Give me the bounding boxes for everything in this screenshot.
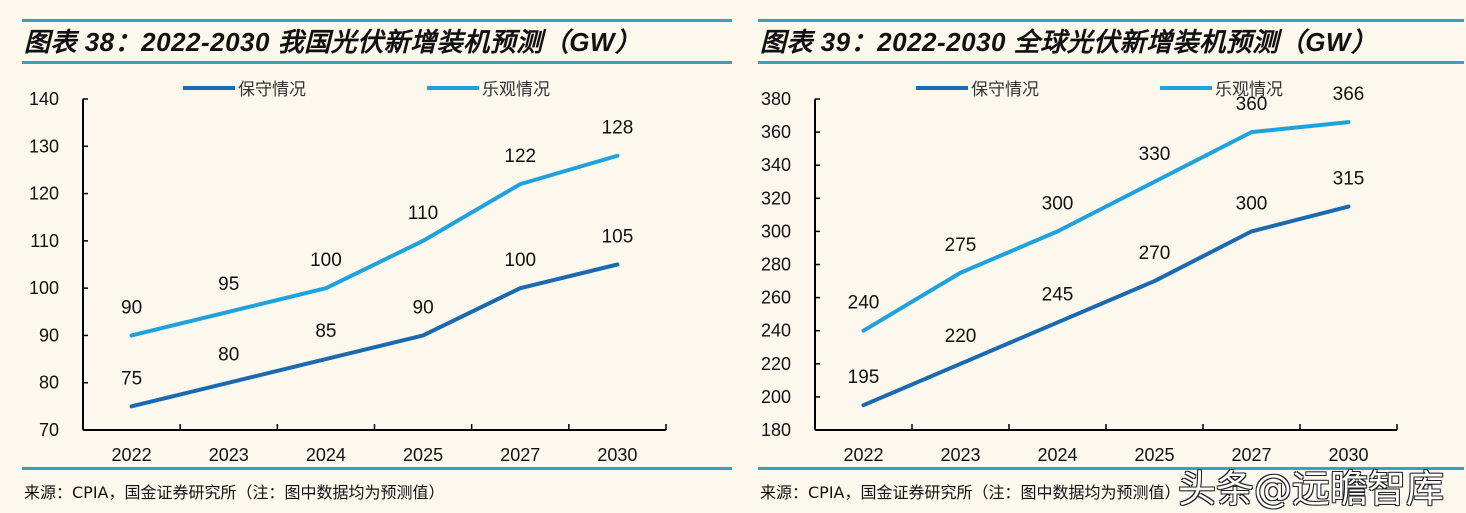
x-tick-label: 2025 — [403, 445, 443, 465]
data-label: 90 — [413, 297, 434, 318]
data-label: 245 — [1042, 284, 1074, 305]
data-label: 275 — [945, 235, 977, 256]
x-tick-label: 2030 — [1328, 445, 1368, 465]
series-line-conservative — [861, 204, 1351, 408]
chart-panel-china: 图表 38：2022-2030 我国光伏新增装机预测（GW） 70 80 90 100… — [0, 0, 733, 511]
series-line-optimistic — [129, 153, 620, 338]
data-label: 110 — [408, 203, 438, 224]
data-label: 315 — [1333, 169, 1365, 190]
y-tick-label: 340 — [761, 155, 791, 175]
y-tick-label: 220 — [761, 354, 791, 374]
data-label: 122 — [504, 146, 536, 167]
y-tick-label: 70 — [39, 420, 59, 440]
x-tick-label: 2023 — [209, 445, 249, 465]
chart-panel-global: 图表 39：2022-2030 全球光伏新增装机预测（GW） 180 200 220… — [733, 0, 1466, 511]
data-label: 95 — [218, 274, 239, 295]
data-label: 270 — [1139, 243, 1171, 264]
data-label: 360 — [1236, 94, 1268, 115]
data-label: 100 — [310, 250, 342, 271]
legend-label: 乐观情况 — [482, 80, 550, 100]
watermark: 头条@远瞻智库 — [1178, 467, 1445, 511]
y-tick-label: 320 — [761, 188, 791, 208]
data-label: 240 — [848, 293, 880, 314]
y-tick-label: 130 — [29, 136, 59, 156]
series-line-optimistic — [861, 120, 1351, 333]
legend-label: 乐观情况 — [1215, 80, 1283, 100]
series-line-conservative — [129, 262, 620, 409]
x-tick-label: 2027 — [500, 445, 540, 465]
y-tick-label: 200 — [761, 387, 791, 407]
data-label: 75 — [121, 368, 142, 389]
x-tick-label: 2022 — [112, 445, 152, 465]
data-label: 90 — [121, 297, 142, 318]
y-tick-label: 280 — [761, 255, 791, 275]
data-label: 100 — [504, 250, 536, 271]
title-rule-top — [758, 19, 1464, 22]
x-tick-label: 2030 — [597, 445, 637, 465]
source-note: 来源：CPIA，国金证券研究所（注：图中数据均为预测值） — [760, 483, 1181, 502]
legend-label: 保守情况 — [238, 80, 306, 100]
y-tick-label: 300 — [761, 221, 791, 241]
x-tick-label: 2024 — [1037, 445, 1077, 465]
line-chart-global: 180 200 220 240 260 280 300 320 340 360 380 2022 202… — [761, 80, 1398, 465]
y-tick-label: 140 — [29, 89, 59, 109]
y-tick-label: 90 — [39, 325, 59, 345]
data-label: 80 — [218, 345, 239, 366]
title-rule-top — [22, 19, 732, 22]
x-tick-label: 2024 — [306, 445, 346, 465]
line-chart-china: 70 80 90 100 110 120 130 140 2022 2023 2024 2025 202… — [29, 80, 667, 465]
y-tick-label: 240 — [761, 321, 791, 341]
y-tick-label: 380 — [761, 89, 791, 109]
x-tick-label: 2027 — [1231, 445, 1271, 465]
y-tick-label: 100 — [29, 278, 59, 298]
x-tick-label: 2022 — [843, 445, 883, 465]
source-note: 来源：CPIA，国金证券研究所（注：图中数据均为预测值） — [24, 483, 445, 502]
data-label: 220 — [945, 326, 977, 347]
data-label: 366 — [1333, 84, 1365, 105]
data-label: 85 — [315, 321, 336, 342]
data-label: 105 — [602, 227, 634, 248]
y-tick-label: 180 — [761, 420, 791, 440]
chart-title: 图表 38：2022-2030 我国光伏新增装机预测（GW） — [24, 27, 642, 57]
source-rule — [758, 467, 1464, 470]
chart-title: 图表 39：2022-2030 全球光伏新增装机预测（GW） — [760, 27, 1378, 57]
data-label: 300 — [1236, 193, 1268, 214]
source-rule — [22, 467, 732, 470]
data-label: 128 — [602, 118, 634, 139]
y-tick-label: 110 — [30, 231, 59, 251]
y-tick-label: 120 — [29, 184, 59, 204]
y-tick-label: 260 — [761, 288, 791, 308]
y-tick-label: 80 — [39, 373, 59, 393]
title-rule-bottom — [22, 61, 732, 64]
legend-label: 保守情况 — [971, 80, 1039, 100]
x-tick-label: 2023 — [940, 445, 980, 465]
y-tick-label: 360 — [761, 122, 791, 142]
data-label: 300 — [1042, 193, 1074, 214]
x-tick-label: 2025 — [1134, 445, 1174, 465]
data-label: 195 — [848, 367, 880, 388]
data-label: 330 — [1139, 144, 1171, 165]
title-rule-bottom — [758, 61, 1464, 64]
